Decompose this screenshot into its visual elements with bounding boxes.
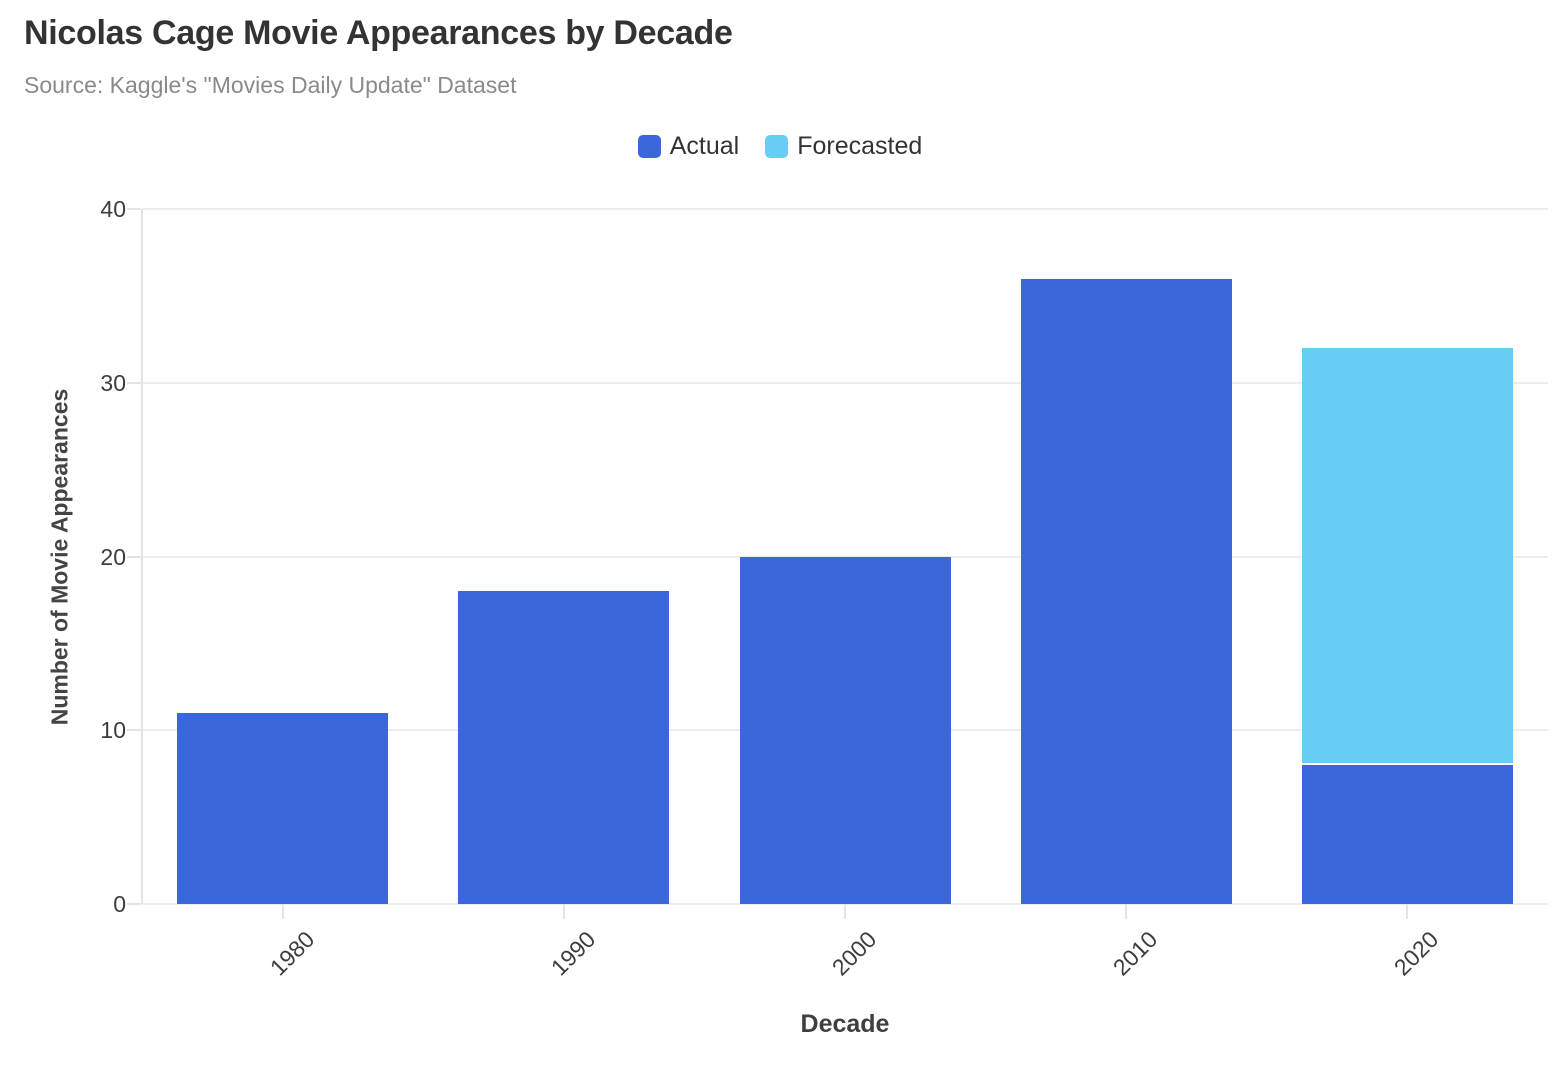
x-tick-label-1980: 1980 — [264, 926, 319, 981]
x-tick-label-2010: 2010 — [1108, 926, 1163, 981]
plot-area: 0 10 20 30 40 1980 1990 2000 2010 2020 — [100, 196, 1548, 981]
x-tick — [1406, 904, 1409, 919]
y-tick — [127, 555, 141, 558]
x-tick — [281, 904, 284, 919]
bar-segment-actual-2010 — [1020, 278, 1232, 904]
y-tick-label-0: 0 — [113, 891, 126, 917]
legend-label: Actual — [669, 132, 740, 160]
gridline-y-40 — [142, 208, 1548, 210]
x-tick — [1125, 904, 1128, 919]
bar-segment-forecasted-2020 — [1301, 348, 1513, 763]
legend-label: Forecasted — [797, 132, 923, 160]
legend: Actual Forecasted — [0, 132, 1560, 161]
y-tick-label-20: 20 — [100, 543, 126, 570]
legend-item-forecasted: Forecasted — [765, 132, 922, 161]
y-tick-label-40: 40 — [100, 196, 126, 222]
bar-segment-actual-2020 — [1301, 765, 1513, 904]
x-tick-label-2020: 2020 — [1389, 926, 1444, 981]
y-tick — [127, 208, 141, 210]
x-axis-title: Decade — [800, 1010, 890, 1038]
gridline-y-30 — [142, 381, 1548, 384]
legend-swatch-actual — [637, 135, 661, 158]
chart-title: Nicolas Cage Movie Appearances by Decade — [24, 14, 733, 52]
bar-segment-actual-1990 — [458, 591, 670, 904]
x-tick — [562, 904, 565, 919]
y-tick — [127, 903, 141, 905]
y-tick-label-30: 30 — [100, 369, 126, 396]
legend-item-actual: Actual — [637, 132, 740, 161]
bar-segment-actual-1980 — [177, 712, 389, 904]
legend-swatch-forecasted — [765, 135, 789, 158]
y-axis-line — [141, 209, 143, 904]
x-tick-label-1990: 1990 — [545, 926, 601, 981]
y-tick — [127, 381, 141, 384]
x-tick — [844, 904, 846, 919]
bar-segment-actual-2000 — [739, 556, 951, 904]
y-tick — [127, 729, 141, 732]
y-tick-label-10: 10 — [100, 717, 126, 744]
chart-subtitle: Source: Kaggle's "Movies Daily Update" D… — [24, 72, 517, 98]
